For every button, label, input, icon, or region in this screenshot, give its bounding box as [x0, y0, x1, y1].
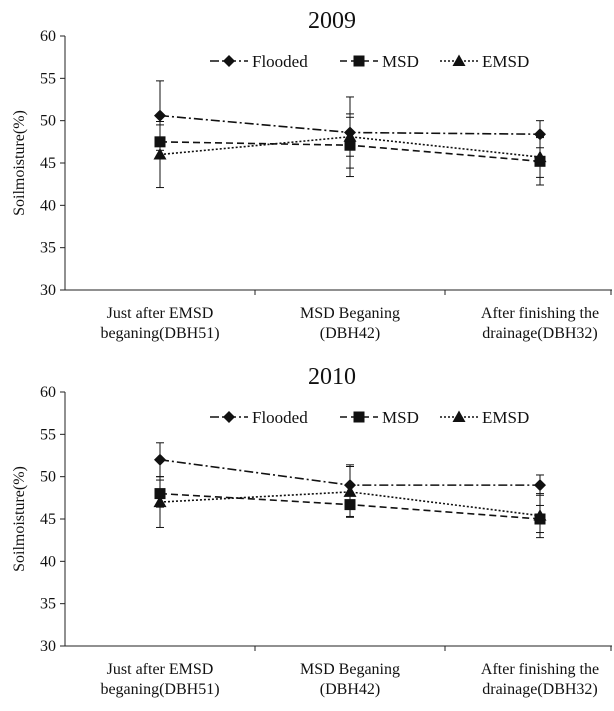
data-point-emsd — [533, 150, 547, 163]
data-point-emsd — [533, 509, 547, 521]
legend-marker-emsd — [452, 410, 466, 422]
chart-2010-svg: 2010 Soilmoisture(%) 30 35 40 45 50 55 60 Just af… — [11, 364, 612, 698]
x-tick-label: drainage(DBH32) — [482, 681, 598, 698]
x-tick-label: Just after EMSD — [107, 305, 214, 322]
y-tick-label: 55 — [40, 426, 56, 443]
data-point-emsd — [153, 148, 167, 160]
y-tick-label: 30 — [40, 638, 56, 655]
y-tick-label: 60 — [40, 28, 56, 45]
chart-2010: 2010 Soilmoisture(%) 30 35 40 45 50 55 60 Just af… — [0, 356, 614, 711]
y-tick-label: 35 — [40, 596, 56, 613]
legend: Flooded MSD EMSD — [210, 408, 529, 427]
x-tick-label: beganing(DBH51) — [100, 325, 219, 342]
chart-2009-svg: 2009 Soilmoisture(%) 30 35 40 45 50 55 60 Just af… — [11, 8, 612, 342]
x-tick-label: MSD Beganing — [300, 305, 400, 322]
x-tick-label: (DBH42) — [320, 325, 380, 342]
data-point-flooded — [534, 479, 546, 492]
series-line-emsd — [159, 491, 541, 517]
data-point-flooded — [154, 453, 166, 466]
series-emsd — [153, 116, 547, 189]
y-tick-label: 40 — [40, 197, 56, 214]
chart-title: 2010 — [308, 364, 356, 390]
y-tick-label: 45 — [40, 155, 56, 172]
x-tick-label: After finishing the — [481, 661, 599, 678]
x-tick-label: drainage(DBH32) — [482, 325, 598, 342]
legend-label-flooded: Flooded — [252, 408, 308, 427]
y-axis-label: Soilmoisture(%) — [11, 110, 28, 216]
data-point-emsd — [153, 495, 167, 508]
y-tick-label: 55 — [40, 70, 56, 87]
data-point-flooded — [154, 109, 166, 122]
legend-label-flooded: Flooded — [252, 52, 308, 71]
legend-marker-flooded — [223, 55, 235, 67]
x-tick-label: Just after EMSD — [107, 661, 214, 678]
y-tick-label: 50 — [40, 469, 56, 486]
x-tick-label: (DBH42) — [320, 681, 380, 698]
y-tick-label: 45 — [40, 511, 56, 528]
series-emsd — [153, 466, 547, 539]
legend-label-msd: MSD — [382, 52, 419, 71]
y-tick-label: 40 — [40, 553, 56, 570]
y-tick-label: 30 — [40, 282, 56, 299]
chart-2009: 2009 Soilmoisture(%) 30 35 40 45 50 55 60 Just af… — [0, 0, 614, 355]
legend-label-emsd: EMSD — [482, 52, 529, 71]
legend-marker-emsd — [452, 54, 466, 66]
legend-label-emsd: EMSD — [482, 408, 529, 427]
legend-marker-msd — [353, 411, 365, 423]
x-tick-label: After finishing the — [481, 305, 599, 322]
legend-label-msd: MSD — [382, 408, 419, 427]
legend-marker-msd — [353, 55, 365, 67]
y-axis-label: Soilmoisture(%) — [11, 466, 28, 572]
data-point-emsd — [343, 130, 357, 142]
data-point-emsd — [343, 485, 357, 497]
legend: Flooded MSD EMSD — [210, 52, 529, 71]
y-tick-label: 50 — [40, 113, 56, 130]
y-tick-label: 35 — [40, 240, 56, 257]
y-tick-label: 60 — [40, 384, 56, 401]
legend-marker-flooded — [223, 411, 235, 423]
x-tick-label: MSD Beganing — [300, 661, 400, 678]
chart-title: 2009 — [308, 8, 356, 34]
x-tick-label: beganing(DBH51) — [100, 681, 219, 698]
